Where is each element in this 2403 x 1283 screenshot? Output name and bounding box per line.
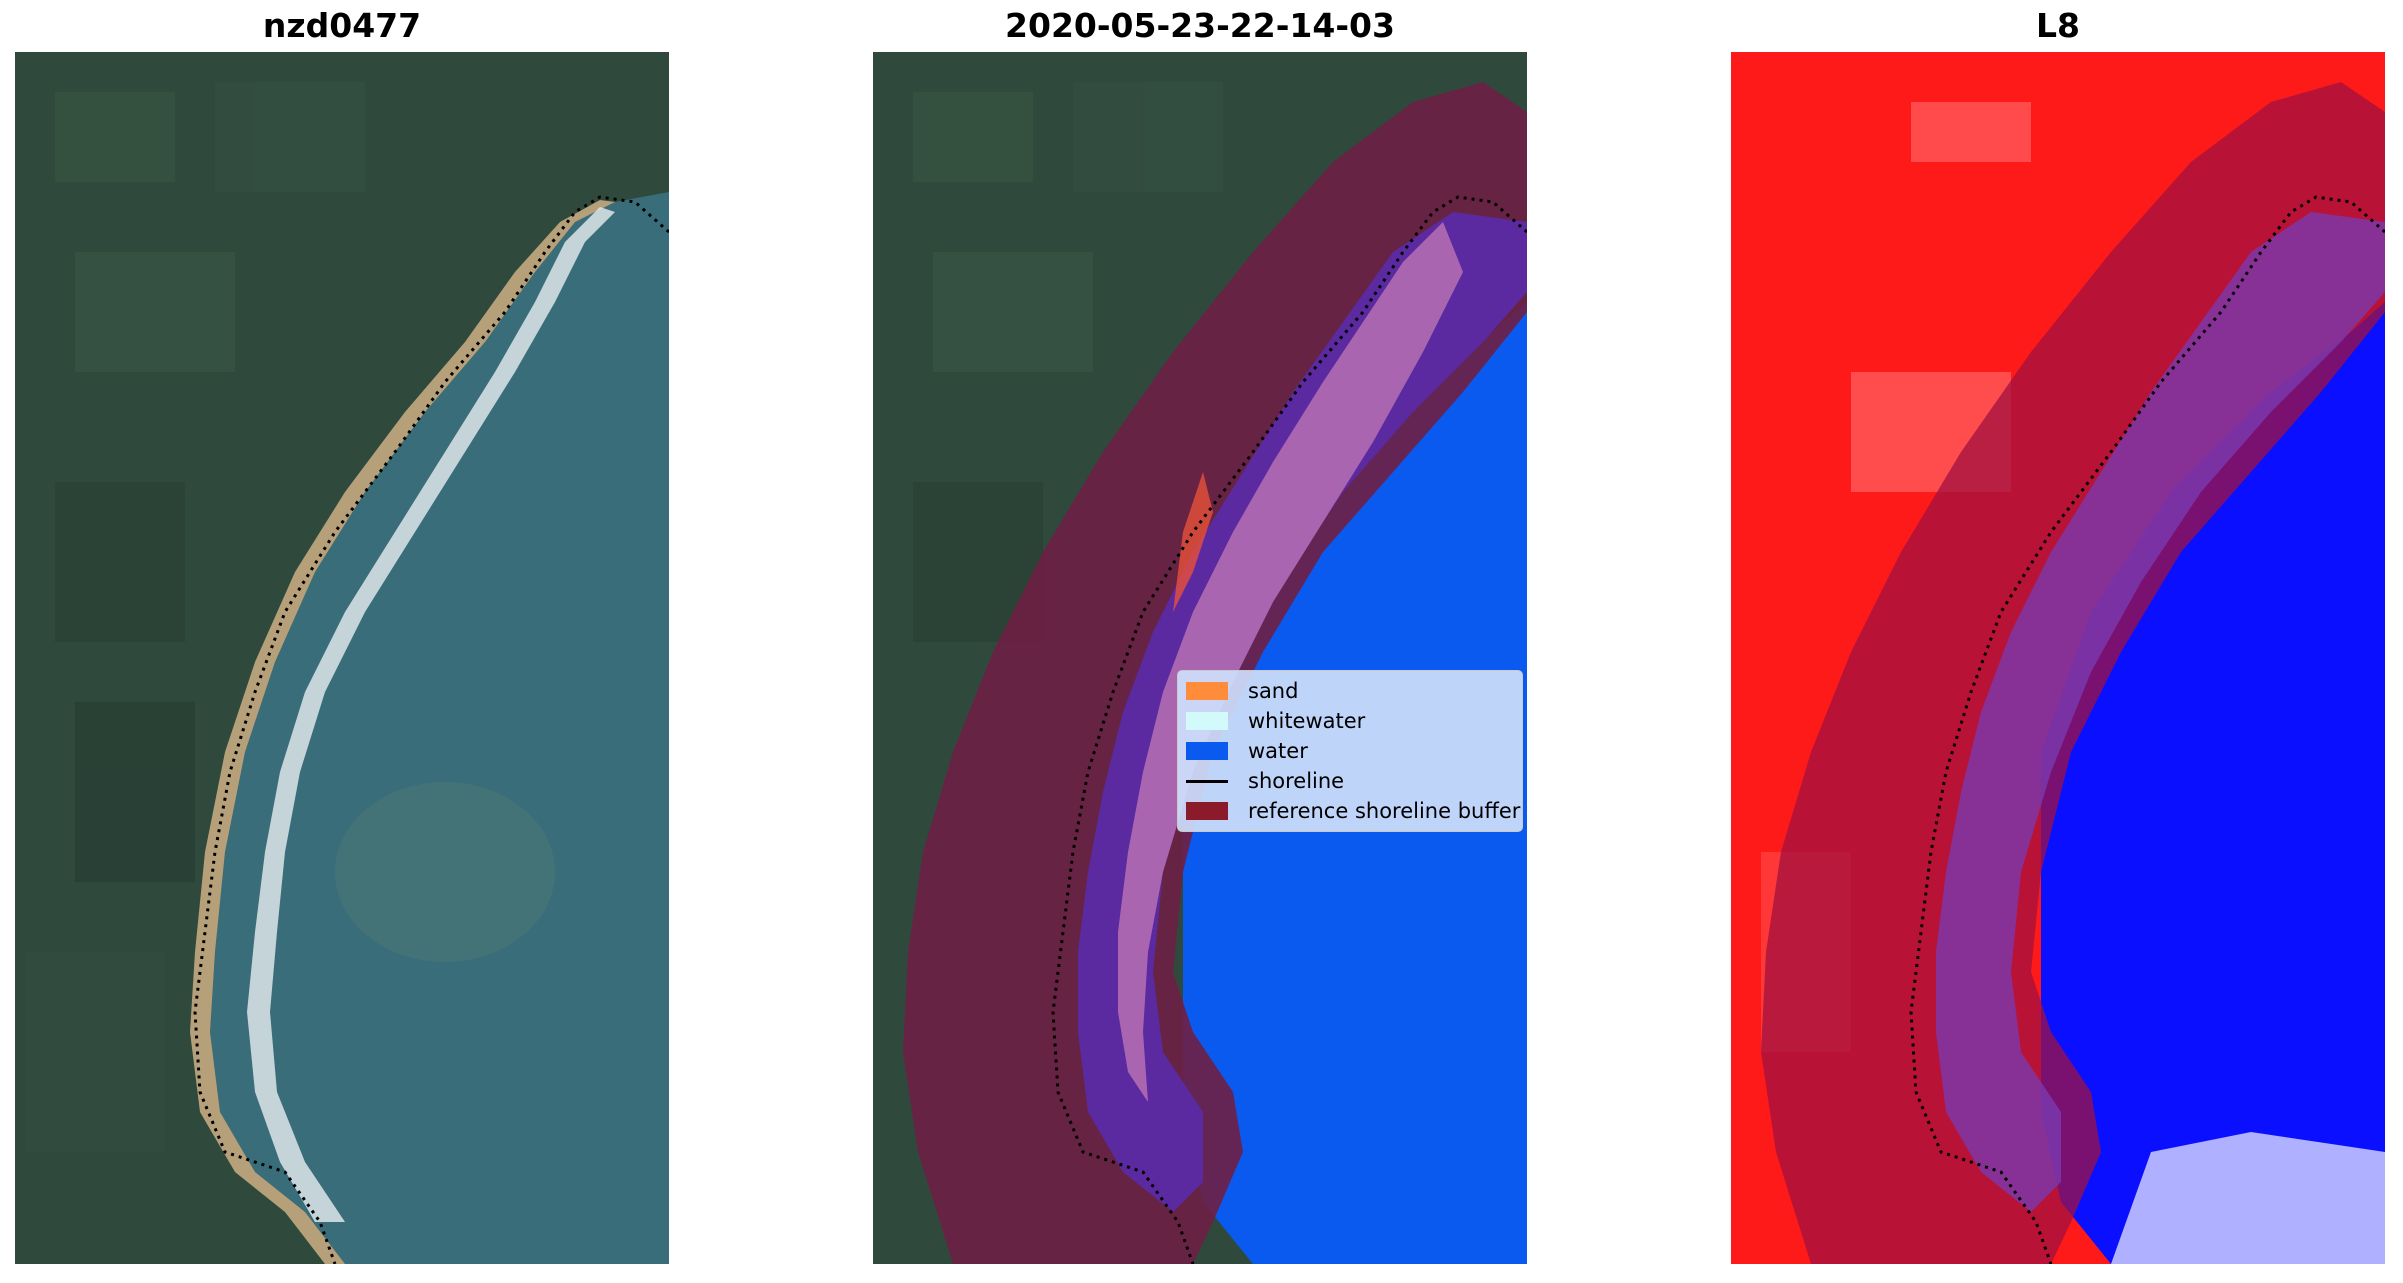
legend-item-sand: sand <box>1186 678 1298 704</box>
shoreline-swatch <box>1186 779 1228 783</box>
legend-item-water: water <box>1186 738 1308 764</box>
legend-label: sand <box>1248 679 1299 703</box>
turbid-water <box>335 782 555 962</box>
classification-panel <box>873 52 1527 1264</box>
panel-title-image: nzd0477 <box>262 6 422 45</box>
satellite-image <box>15 52 669 1264</box>
whitewater-in-buffer <box>1118 222 1463 1102</box>
sand-class <box>1173 472 1213 612</box>
legend-item-whitewater: whitewater <box>1186 708 1365 734</box>
legend: sand whitewater water shoreline referenc… <box>1177 670 1523 832</box>
legend-label: water <box>1248 739 1308 763</box>
index-image <box>1731 52 2385 1264</box>
surf-zone <box>247 207 615 1222</box>
legend-item-reference-buffer: reference shoreline buffer <box>1186 798 1520 824</box>
surf-area-index <box>2111 1132 2385 1264</box>
beach-strip <box>190 200 615 1264</box>
legend-label: shoreline <box>1248 769 1345 793</box>
panel-title-index: L8 <box>2036 6 2080 45</box>
panel-title-classification: 2020-05-23-22-14-03 <box>1005 6 1395 45</box>
water-in-buffer <box>1936 212 2385 1212</box>
buffer-swatch <box>1186 802 1228 820</box>
sand-swatch <box>1186 682 1228 700</box>
index-panel <box>1731 52 2385 1264</box>
satellite-image-panel <box>15 52 669 1264</box>
legend-label: whitewater <box>1248 709 1366 733</box>
legend-label: reference shoreline buffer <box>1248 799 1521 823</box>
classification-image <box>873 52 1527 1264</box>
field-patches <box>25 82 365 1152</box>
water-swatch <box>1186 742 1228 760</box>
water-area-index <box>2041 302 2385 1264</box>
sea-area <box>210 192 669 1264</box>
whitewater-swatch <box>1186 712 1228 730</box>
legend-item-shoreline: shoreline <box>1186 768 1344 794</box>
